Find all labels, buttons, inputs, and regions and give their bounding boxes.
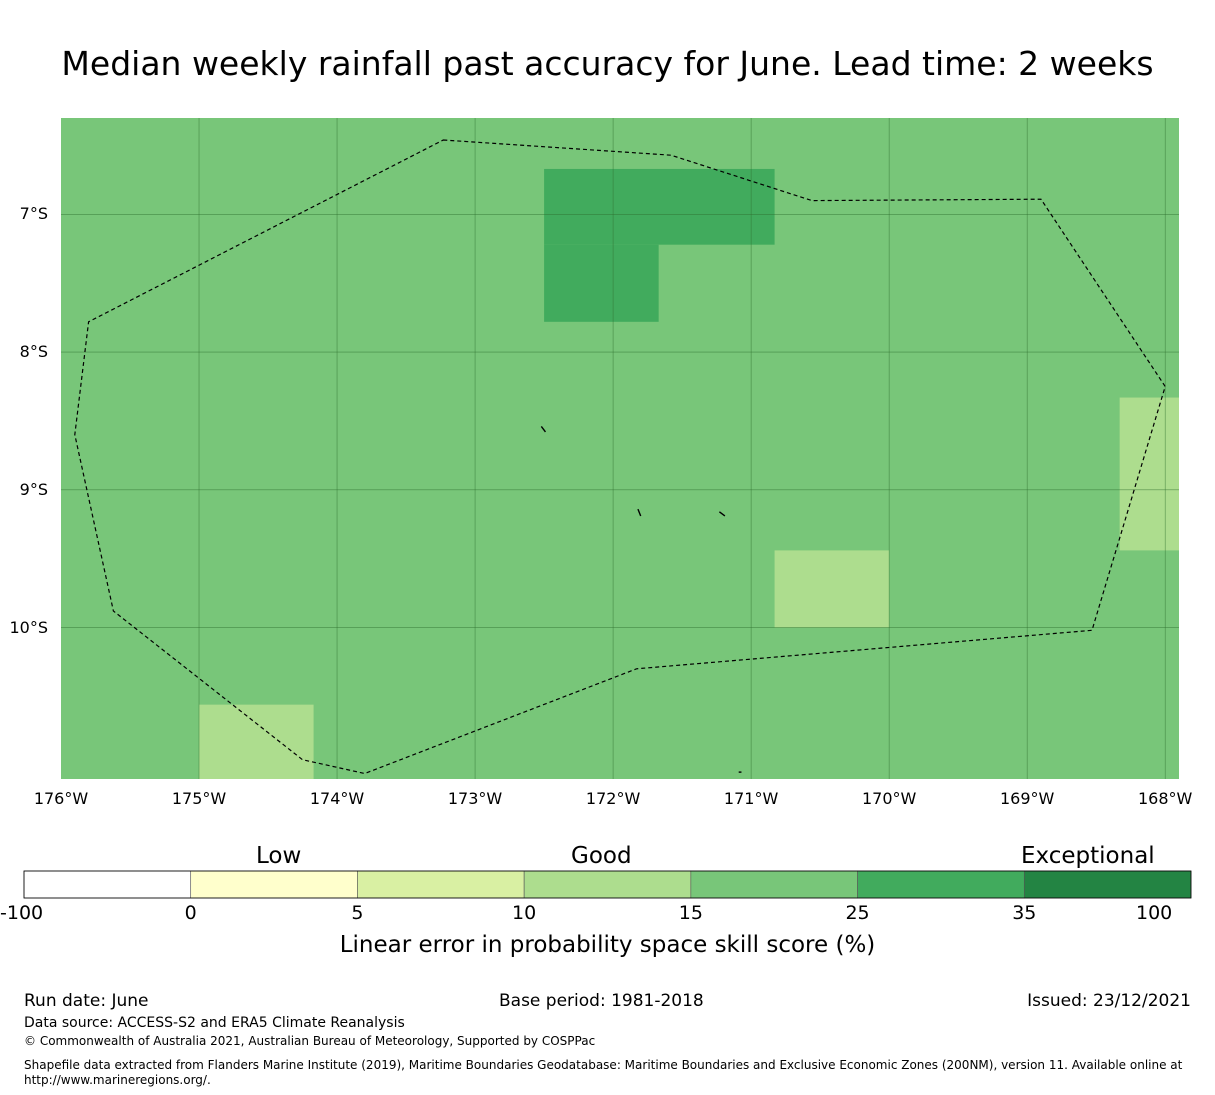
issued-date: Issued: 23/12/2021: [1027, 991, 1191, 1011]
longitude-label: 173°W: [447, 789, 503, 808]
longitude-label: 168°W: [1138, 789, 1193, 808]
colorbar-tick: 15: [678, 902, 703, 924]
skill-cell: [774, 550, 890, 628]
base-period: Base period: 1981-2018: [499, 991, 704, 1011]
colorbar-tick: 100: [1136, 902, 1173, 924]
skill-cell: [544, 244, 659, 322]
longitude-label: 176°W: [33, 789, 89, 808]
copyright: © Commonwealth of Australia 2021, Austra…: [24, 1034, 596, 1048]
colorbar-tick: -100: [0, 902, 44, 924]
colorbar-segment: [23, 870, 192, 899]
island: [718, 511, 726, 517]
colorbar-segment: [190, 870, 358, 899]
skill-cell: [544, 168, 775, 245]
colorbar-segment: [523, 870, 692, 899]
colorbar-segment: [690, 870, 858, 899]
colorbar-tick: 10: [512, 902, 537, 924]
colorbar-segment: [857, 870, 1025, 899]
latitude-label: 7°S: [19, 204, 48, 224]
latitude-label: 8°S: [19, 342, 48, 362]
colorbar-outline: [23, 870, 1192, 899]
colorbar-label-good: Good: [571, 843, 632, 869]
island: [637, 508, 642, 517]
colorbar-segment: [357, 870, 525, 899]
colorbar-segment: [1023, 870, 1192, 899]
longitude-label: 172°W: [585, 789, 641, 808]
longitude-label: 169°W: [999, 789, 1055, 808]
skill-map: [61, 118, 1179, 779]
latitude-label: 10°S: [9, 617, 48, 637]
shapefile-credit: Shapefile data extracted from Flanders M…: [24, 1058, 1183, 1072]
longitude-label: 171°W: [723, 789, 779, 808]
colorbar-label-exceptional: Exceptional: [1021, 843, 1155, 869]
map-title: Median weekly rainfall past accuracy for…: [61, 44, 1154, 83]
run-date: Run date: June: [24, 991, 149, 1011]
longitude-label: 174°W: [309, 789, 365, 808]
longitude-label: 175°W: [171, 789, 227, 808]
colorbar-tick: 5: [351, 902, 364, 924]
colorbar-tick: 35: [1012, 902, 1037, 924]
colorbar-tick: 0: [184, 902, 197, 924]
shapefile-url: http://www.marineregions.org/.: [24, 1073, 211, 1087]
latitude-label: 9°S: [19, 479, 48, 499]
skill-cell: [1119, 397, 1179, 551]
island: [540, 426, 547, 433]
eez-boundary: [74, 139, 1166, 775]
colorbar-label-low: Low: [256, 843, 302, 869]
skill-cell: [199, 704, 314, 779]
data-source: Data source: ACCESS-S2 and ERA5 Climate …: [24, 1015, 405, 1031]
colorbar-tick: 25: [845, 902, 870, 924]
longitude-label: 170°W: [861, 789, 917, 808]
colorbar-caption: Linear error in probability space skill …: [339, 932, 876, 958]
